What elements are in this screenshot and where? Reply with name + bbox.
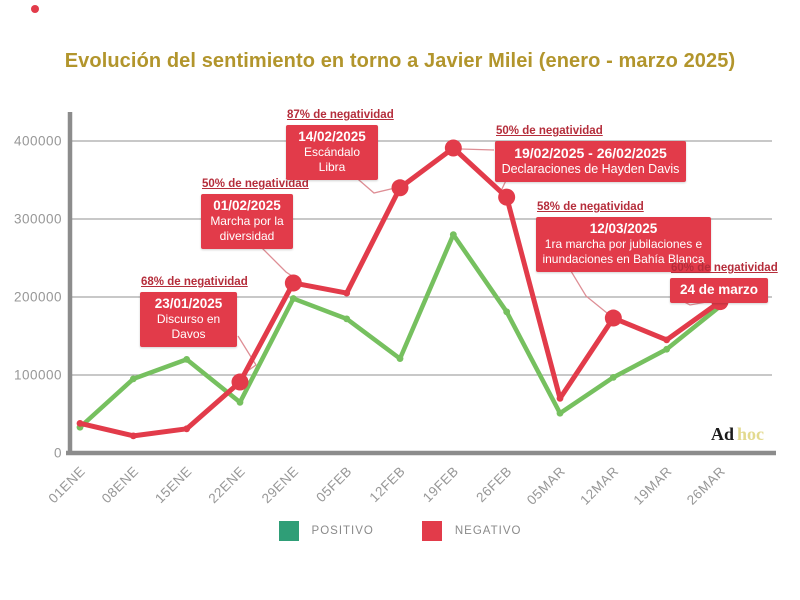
chart-legend: POSITIVO NEGATIVO (0, 521, 800, 541)
highlight-dot (391, 179, 409, 197)
adhoc-logo-ad: Ad (711, 424, 735, 444)
data-point-negativo (183, 425, 191, 433)
data-point-positivo (183, 356, 191, 363)
annotation-pct-label: 87% de negatividad (287, 109, 394, 121)
x-tick-label: 05FEB (313, 464, 355, 506)
annotation-box: 24 de marzo (670, 277, 768, 304)
data-point-positivo (503, 308, 511, 316)
data-point-negativo (129, 432, 137, 440)
annotation-desc: Declaraciones de Hayden Davis (501, 161, 680, 176)
annotation: 58% de negatividad 12/03/2025 1ra marcha p… (536, 201, 711, 273)
annotation-pct-label: 58% de negatividad (537, 201, 644, 213)
x-tick-label: 26MAR (684, 464, 728, 508)
annotation-date: 01/02/2025 (213, 197, 281, 213)
highlight-dot (231, 373, 249, 391)
data-point-positivo (556, 409, 564, 417)
adhoc-logo-hoc: hoc (737, 424, 765, 444)
annotation-date: 19/02/2025 - 26/02/2025 (514, 144, 667, 161)
red-dot-decoration (31, 5, 39, 13)
annotation-date: 24 de marzo (679, 281, 759, 297)
legend-swatch (278, 521, 299, 541)
annotation-box: 12/03/2025 1ra marcha por jubilaciones e … (536, 216, 711, 273)
highlight-dot (444, 139, 462, 157)
data-point-positivo (289, 295, 297, 302)
legend-label: POSITIVO (311, 525, 374, 537)
y-tick-label: 400000 (14, 134, 62, 149)
x-tick-label: 22ENE (205, 464, 248, 507)
annotation-desc: Discurso en Davos (156, 312, 221, 342)
highlight-dot (284, 274, 302, 292)
y-tick-label: 200000 (14, 290, 62, 305)
annotation-desc: Escándalo Libra (303, 145, 361, 175)
y-tick-label: 100000 (14, 368, 62, 383)
legend-swatch (421, 521, 442, 541)
annotation-date: 14/02/2025 (298, 128, 366, 144)
legend-label: NEGATIVO (454, 525, 522, 537)
x-tick-label: 05MAR (524, 464, 568, 508)
x-tick-label: 19MAR (631, 464, 675, 508)
data-point-positivo (236, 398, 244, 406)
annotation-pct-label: 60% de negatividad (671, 262, 778, 274)
annotation: 87% de negatividad 14/02/2025 Escándalo Li… (286, 109, 394, 181)
annotation-box: 14/02/2025 Escándalo Libra (286, 124, 378, 181)
data-point-negativo (343, 289, 351, 297)
highlight-dot (498, 188, 516, 206)
annotation: 50% de negatividad 01/02/2025 Marcha por l… (201, 178, 309, 250)
data-point-negativo (556, 395, 564, 402)
annotation-desc: 1ra marcha por jubilaciones e inundacion… (542, 237, 705, 267)
x-tick-label: 29ENE (259, 464, 302, 507)
x-tick-label: 01ENE (45, 464, 88, 507)
annotation-date: 23/01/2025 (154, 295, 223, 311)
x-tick-label: 12MAR (577, 464, 621, 508)
chart-title: Evolución del sentimiento en torno a Jav… (64, 50, 736, 72)
annotation: 60% de negatividad 24 de marzo (670, 262, 778, 304)
data-point-positivo (449, 231, 457, 239)
x-tick-label: 08ENE (99, 464, 142, 507)
y-tick-label: 300000 (14, 212, 62, 227)
annotation-pct-label: 50% de negatividad (496, 125, 603, 137)
x-tick-label: 15ENE (152, 464, 195, 507)
annotation-pct-label: 50% de negatividad (202, 178, 309, 190)
annotation-connector (351, 173, 396, 194)
data-point-positivo (129, 375, 137, 383)
annotation-box: 23/01/2025 Discurso en Davos (140, 291, 237, 348)
annotation-desc: Marcha por la diversidad (210, 214, 284, 244)
annotation-date: 12/03/2025 (589, 220, 658, 236)
x-tick-label: 12FEB (367, 464, 409, 506)
annotation: 68% de negatividad 23/01/2025 Discurso en … (140, 276, 248, 348)
annotation: 50% de negatividad 19/02/2025 - 26/02/202… (495, 125, 686, 183)
legend-item-positivo: POSITIVO (278, 521, 374, 541)
annotation-connector (460, 148, 495, 151)
data-point-positivo (609, 373, 617, 381)
data-point-negativo (663, 336, 671, 344)
legend-item-negativo: NEGATIVO (421, 521, 522, 541)
data-point-negativo (76, 419, 84, 427)
highlight-dot (604, 309, 622, 327)
annotation-box: 01/02/2025 Marcha por la diversidad (201, 193, 293, 250)
annotation-pct-label: 68% de negatividad (141, 276, 248, 288)
data-point-positivo (343, 315, 351, 323)
annotation-connector (257, 243, 293, 277)
y-tick-label: 0 (54, 446, 62, 461)
x-tick-label: 26FEB (473, 464, 515, 506)
data-point-positivo (663, 345, 671, 353)
data-point-positivo (396, 355, 404, 363)
annotation-box: 19/02/2025 - 26/02/2025 Declaraciones de … (495, 140, 686, 183)
x-tick-label: 19FEB (420, 464, 462, 506)
adhoc-logo: Ad hoc (711, 424, 764, 445)
